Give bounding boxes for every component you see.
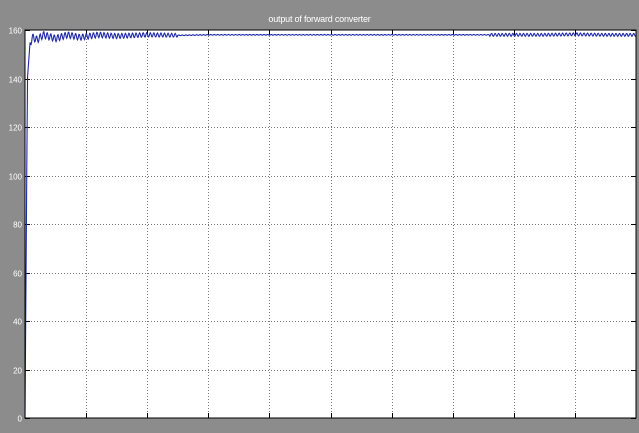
y-tick-label: 100 bbox=[9, 173, 23, 182]
y-tick-label: 0 bbox=[18, 415, 23, 424]
series-line bbox=[24, 30, 637, 419]
y-tick-label: 80 bbox=[13, 221, 22, 230]
y-tick-label: 140 bbox=[9, 76, 23, 85]
plot-traces bbox=[24, 30, 637, 419]
y-tick-label: 160 bbox=[9, 27, 23, 36]
chart-title: output of forward converter bbox=[268, 14, 371, 24]
y-tick-label: 120 bbox=[9, 124, 23, 133]
y-tick-label: 40 bbox=[13, 318, 22, 327]
plot-frame bbox=[24, 29, 637, 419]
y-tick-label: 20 bbox=[13, 367, 22, 376]
y-tick-labels: 0 20 40 60 80 100 120 140 160 bbox=[9, 27, 23, 424]
plot-area bbox=[25, 30, 636, 418]
y-tick-label: 60 bbox=[13, 270, 22, 279]
